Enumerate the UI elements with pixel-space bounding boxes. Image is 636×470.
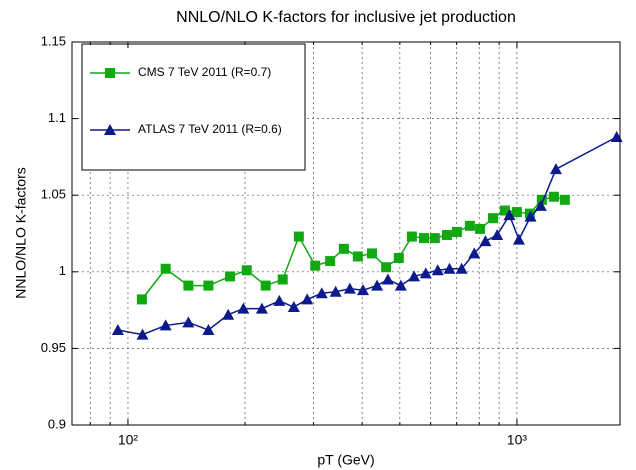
marker bbox=[394, 279, 407, 291]
marker bbox=[366, 248, 377, 259]
chart-title: NNLO/NLO K-factors for inclusive jet pro… bbox=[176, 9, 516, 26]
marker bbox=[610, 130, 623, 142]
marker bbox=[475, 223, 486, 234]
marker bbox=[464, 220, 475, 231]
marker bbox=[503, 209, 516, 221]
marker bbox=[160, 263, 171, 274]
marker bbox=[451, 226, 462, 237]
marker bbox=[136, 294, 147, 305]
marker bbox=[293, 231, 304, 242]
marker bbox=[524, 210, 537, 222]
marker bbox=[534, 199, 547, 211]
y-tick-label: 0.9 bbox=[48, 416, 66, 431]
plot-area bbox=[111, 130, 623, 340]
marker bbox=[381, 273, 394, 285]
marker bbox=[203, 280, 214, 291]
marker bbox=[338, 243, 349, 254]
marker bbox=[104, 124, 116, 135]
marker bbox=[487, 213, 498, 224]
marker bbox=[301, 293, 314, 305]
marker bbox=[329, 285, 342, 297]
marker bbox=[468, 247, 481, 259]
marker bbox=[287, 301, 300, 313]
marker bbox=[260, 280, 271, 291]
marker bbox=[111, 324, 124, 336]
marker bbox=[443, 262, 456, 274]
x-tick-label: 10² bbox=[118, 432, 139, 448]
marker bbox=[343, 282, 356, 294]
marker bbox=[105, 68, 115, 78]
marker bbox=[315, 287, 328, 299]
marker bbox=[237, 302, 250, 314]
marker bbox=[356, 284, 369, 296]
marker bbox=[202, 324, 215, 336]
marker bbox=[536, 194, 547, 205]
marker bbox=[393, 253, 404, 264]
marker bbox=[225, 271, 236, 282]
x-axis-label: pT (GeV) bbox=[317, 452, 374, 468]
marker bbox=[255, 302, 268, 314]
plot-frame bbox=[71, 41, 621, 426]
marker bbox=[548, 191, 559, 202]
legend: CMS 7 TeV 2011 (R=0.7) ATLAS 7 TeV 2011 (… bbox=[81, 43, 306, 171]
marker bbox=[429, 233, 440, 244]
marker bbox=[310, 260, 321, 271]
marker bbox=[499, 205, 510, 216]
marker bbox=[408, 270, 421, 282]
legend-label: ATLAS 7 TeV 2011 (R=0.6) bbox=[138, 122, 282, 136]
legend-label: CMS 7 TeV 2011 (R=0.7) bbox=[138, 65, 271, 79]
y-tick-label: 1.1 bbox=[48, 110, 66, 125]
marker bbox=[441, 230, 452, 241]
marker bbox=[183, 280, 194, 291]
marker bbox=[222, 308, 235, 320]
marker bbox=[381, 262, 392, 273]
marker bbox=[277, 274, 288, 285]
legend-box bbox=[81, 43, 306, 171]
marker bbox=[182, 316, 195, 328]
marker bbox=[491, 229, 504, 241]
marker bbox=[406, 231, 417, 242]
marker bbox=[371, 279, 384, 291]
marker bbox=[352, 251, 363, 262]
y-tick-label: 1.05 bbox=[41, 187, 66, 202]
marker bbox=[419, 233, 430, 244]
marker bbox=[479, 235, 492, 247]
y-axis-label: NNLO/NLO K-factors bbox=[13, 167, 29, 298]
marker bbox=[511, 207, 522, 218]
marker bbox=[241, 265, 252, 276]
marker bbox=[136, 328, 149, 340]
marker bbox=[273, 294, 286, 306]
y-tick-label: 1 bbox=[59, 263, 66, 278]
y-tick-label: 0.95 bbox=[41, 340, 66, 355]
marker bbox=[159, 319, 172, 331]
x-tick-label: 10³ bbox=[507, 432, 528, 448]
y-tick-label: 1.15 bbox=[41, 33, 66, 48]
marker bbox=[431, 264, 444, 276]
marker bbox=[549, 163, 562, 175]
marker bbox=[325, 256, 336, 267]
marker bbox=[419, 267, 432, 279]
marker bbox=[559, 194, 570, 205]
marker bbox=[512, 233, 525, 245]
marker bbox=[455, 262, 468, 274]
